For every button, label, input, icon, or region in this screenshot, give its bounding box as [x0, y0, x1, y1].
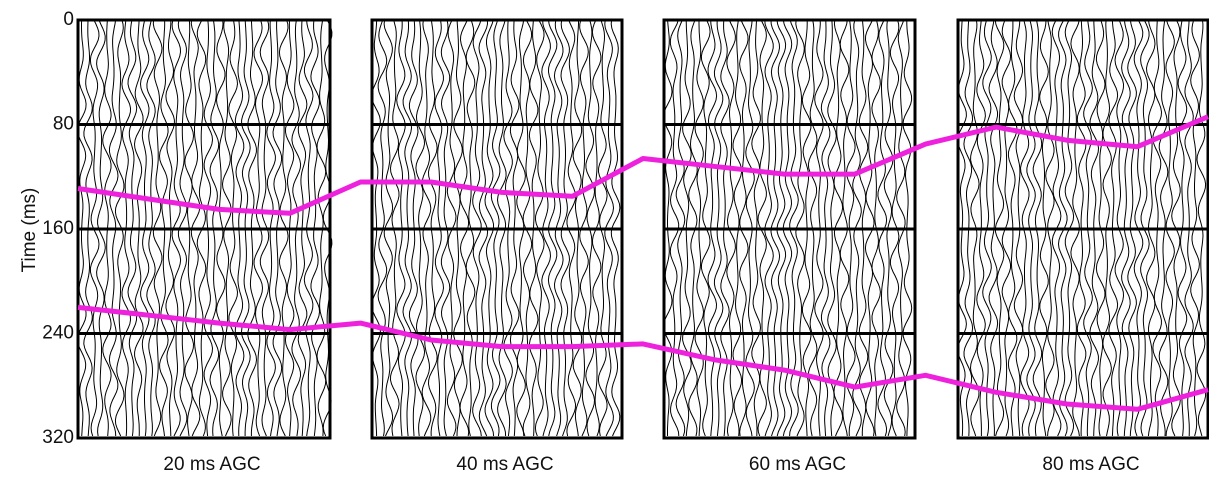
y-axis-label: Time (ms) — [19, 188, 40, 273]
horizon-line — [77, 304, 1209, 412]
y-tick-label: 0 — [63, 9, 74, 30]
panel-label: 80 ms AGC — [1042, 454, 1139, 475]
panel-label: 40 ms AGC — [456, 454, 553, 475]
y-tick-label: 240 — [42, 323, 74, 344]
panel-label: 60 ms AGC — [749, 454, 846, 475]
y-tick-label: 320 — [42, 427, 74, 448]
horizon-line — [77, 114, 1209, 216]
y-tick-label: 80 — [53, 114, 74, 135]
panel-label: 20 ms AGC — [163, 454, 260, 475]
y-tick-label: 160 — [42, 218, 74, 239]
